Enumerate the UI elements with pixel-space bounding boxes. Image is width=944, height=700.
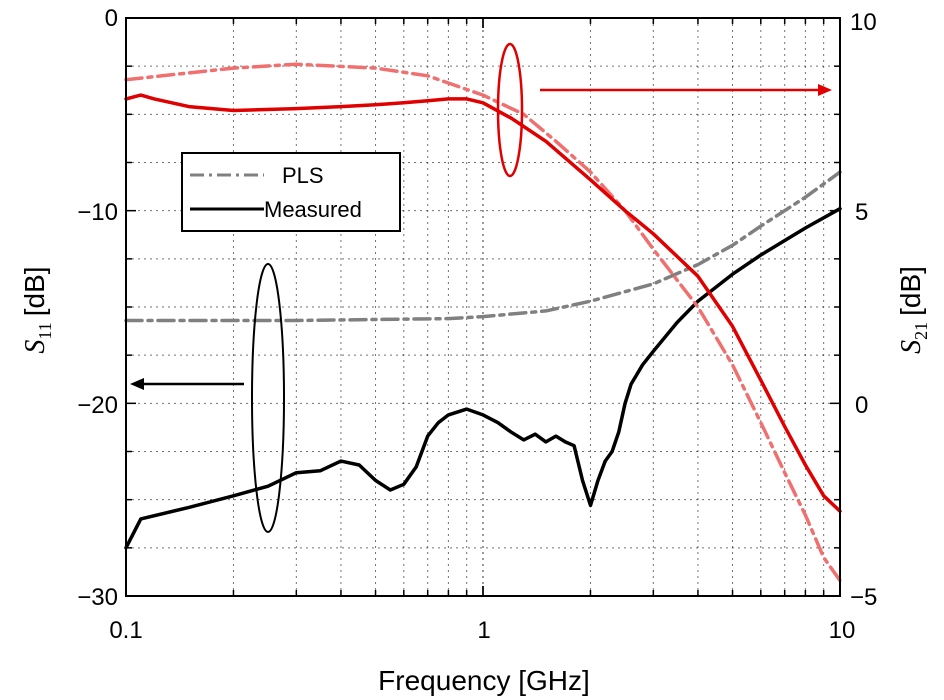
y-right-axis-title: S21 [dB] (895, 266, 931, 354)
y-right-tick-label: 5 (855, 199, 868, 226)
y-left-axis-subscript: 11 (35, 322, 55, 339)
x-axis-title: Frequency [GHz] (378, 665, 590, 696)
ticks (125, 17, 841, 597)
series-layer (124, 62, 842, 583)
s11-arrow-head (130, 378, 144, 390)
y-left-tick-label: 0 (105, 5, 118, 32)
y-right-tick-label: 10 (850, 9, 877, 36)
s21-arrow-head (818, 84, 832, 96)
s21-axis-annotation (496, 42, 832, 178)
series-line-s21-pls (124, 62, 842, 583)
x-tick-label: 10 (829, 617, 856, 644)
y-right-axis-unit: [dB] (895, 266, 926, 316)
x-tick-label: 0.1 (109, 617, 142, 644)
s11-annotation-ellipse (251, 263, 285, 533)
s11-axis-annotation (130, 263, 285, 533)
y-left-tick-label: −30 (77, 584, 118, 611)
y-left-axis-unit: [dB] (19, 266, 50, 316)
s21-annotation-ellipse (496, 42, 524, 178)
legend-box (181, 152, 401, 232)
y-right-axis-subscript: 21 (911, 322, 931, 340)
y-right-axis-symbol: S (896, 340, 927, 354)
series-line-s21-measured (124, 93, 842, 513)
series-line-s11-measured (124, 206, 842, 550)
y-left-tick-label: −20 (77, 392, 118, 419)
legend-label-pls: PLS (282, 163, 324, 188)
y-left-axis-title: S11 [dB] (19, 266, 55, 353)
x-tick-label: 1 (477, 617, 490, 644)
y-left-tick-label: −10 (77, 199, 118, 226)
legend-label-measured: Measured (264, 197, 362, 222)
legend: PLS Measured (181, 152, 401, 232)
series-line-s11-pls (124, 170, 842, 323)
y-right-tick-label: −5 (850, 584, 877, 611)
y-right-tick-label: 0 (855, 392, 868, 419)
y-left-axis-symbol: S (20, 340, 51, 354)
